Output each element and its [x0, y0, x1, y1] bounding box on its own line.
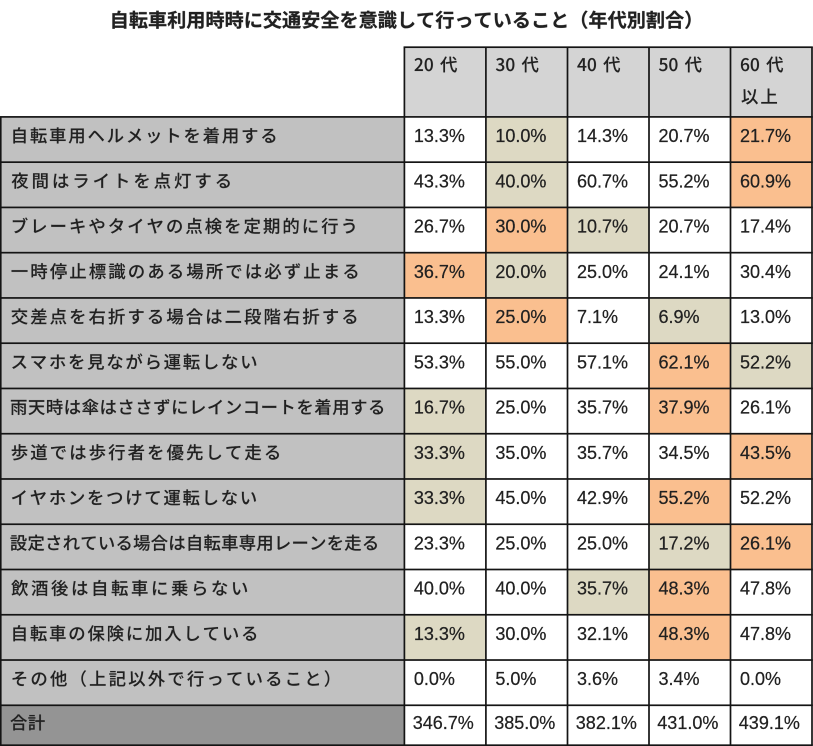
svg-text:7.1%: 7.1%	[577, 307, 618, 327]
svg-text:43.3%: 43.3%	[414, 171, 465, 191]
svg-text:25.0%: 25.0%	[495, 307, 546, 327]
svg-text:25.0%: 25.0%	[495, 533, 546, 553]
svg-text:14.3%: 14.3%	[577, 126, 628, 146]
svg-text:36.7%: 36.7%	[414, 262, 465, 282]
svg-text:30.0%: 30.0%	[495, 624, 546, 644]
svg-text:48.3%: 48.3%	[659, 579, 710, 599]
svg-text:26.1%: 26.1%	[740, 398, 791, 418]
svg-text:42.9%: 42.9%	[577, 488, 628, 508]
svg-text:55.0%: 55.0%	[495, 352, 546, 372]
svg-text:20.7%: 20.7%	[659, 217, 710, 237]
svg-text:47.8%: 47.8%	[740, 624, 791, 644]
svg-text:25.0%: 25.0%	[577, 262, 628, 282]
svg-text:34.5%: 34.5%	[659, 443, 710, 463]
svg-text:57.1%: 57.1%	[577, 352, 628, 372]
svg-text:48.3%: 48.3%	[659, 624, 710, 644]
svg-text:60.9%: 60.9%	[740, 171, 791, 191]
svg-text:17.2%: 17.2%	[659, 533, 710, 553]
svg-text:3.4%: 3.4%	[659, 669, 700, 689]
svg-text:40.0%: 40.0%	[495, 579, 546, 599]
svg-text:26.1%: 26.1%	[740, 533, 791, 553]
svg-text:35.7%: 35.7%	[577, 443, 628, 463]
svg-text:20.0%: 20.0%	[495, 262, 546, 282]
svg-text:26.7%: 26.7%	[414, 217, 465, 237]
svg-text:35.7%: 35.7%	[577, 398, 628, 418]
svg-text:55.2%: 55.2%	[659, 488, 710, 508]
svg-text:35.0%: 35.0%	[495, 443, 546, 463]
svg-text:439.1%: 439.1%	[739, 713, 800, 733]
svg-text:10.7%: 10.7%	[577, 217, 628, 237]
svg-text:0.0%: 0.0%	[740, 669, 781, 689]
svg-text:16.7%: 16.7%	[414, 398, 465, 418]
svg-text:53.3%: 53.3%	[414, 352, 465, 372]
svg-text:3.6%: 3.6%	[577, 669, 618, 689]
svg-text:24.1%: 24.1%	[659, 262, 710, 282]
svg-text:33.3%: 33.3%	[414, 488, 465, 508]
svg-text:5.0%: 5.0%	[495, 669, 536, 689]
svg-text:52.2%: 52.2%	[740, 488, 791, 508]
svg-text:30.0%: 30.0%	[495, 217, 546, 237]
svg-text:40.0%: 40.0%	[414, 579, 465, 599]
svg-text:33.3%: 33.3%	[414, 443, 465, 463]
svg-text:23.3%: 23.3%	[414, 533, 465, 553]
svg-text:32.1%: 32.1%	[577, 624, 628, 644]
svg-text:21.7%: 21.7%	[740, 126, 791, 146]
svg-text:13.3%: 13.3%	[414, 307, 465, 327]
svg-text:346.7%: 346.7%	[413, 713, 474, 733]
svg-text:13.0%: 13.0%	[740, 307, 791, 327]
svg-text:60.7%: 60.7%	[577, 171, 628, 191]
svg-text:40.0%: 40.0%	[495, 171, 546, 191]
svg-text:55.2%: 55.2%	[659, 171, 710, 191]
svg-text:385.0%: 385.0%	[494, 713, 555, 733]
svg-text:62.1%: 62.1%	[659, 352, 710, 372]
svg-text:431.0%: 431.0%	[657, 713, 718, 733]
svg-text:45.0%: 45.0%	[495, 488, 546, 508]
svg-text:25.0%: 25.0%	[495, 398, 546, 418]
svg-text:52.2%: 52.2%	[740, 352, 791, 372]
svg-text:13.3%: 13.3%	[414, 126, 465, 146]
svg-text:20.7%: 20.7%	[659, 126, 710, 146]
svg-text:43.5%: 43.5%	[740, 443, 791, 463]
svg-text:382.1%: 382.1%	[576, 713, 637, 733]
svg-text:47.8%: 47.8%	[740, 579, 791, 599]
svg-text:0.0%: 0.0%	[414, 669, 455, 689]
svg-text:13.3%: 13.3%	[414, 624, 465, 644]
svg-text:30.4%: 30.4%	[740, 262, 791, 282]
svg-text:37.9%: 37.9%	[659, 398, 710, 418]
svg-text:25.0%: 25.0%	[577, 533, 628, 553]
svg-text:6.9%: 6.9%	[659, 307, 700, 327]
svg-text:35.7%: 35.7%	[577, 579, 628, 599]
svg-text:17.4%: 17.4%	[740, 217, 791, 237]
svg-text:10.0%: 10.0%	[495, 126, 546, 146]
